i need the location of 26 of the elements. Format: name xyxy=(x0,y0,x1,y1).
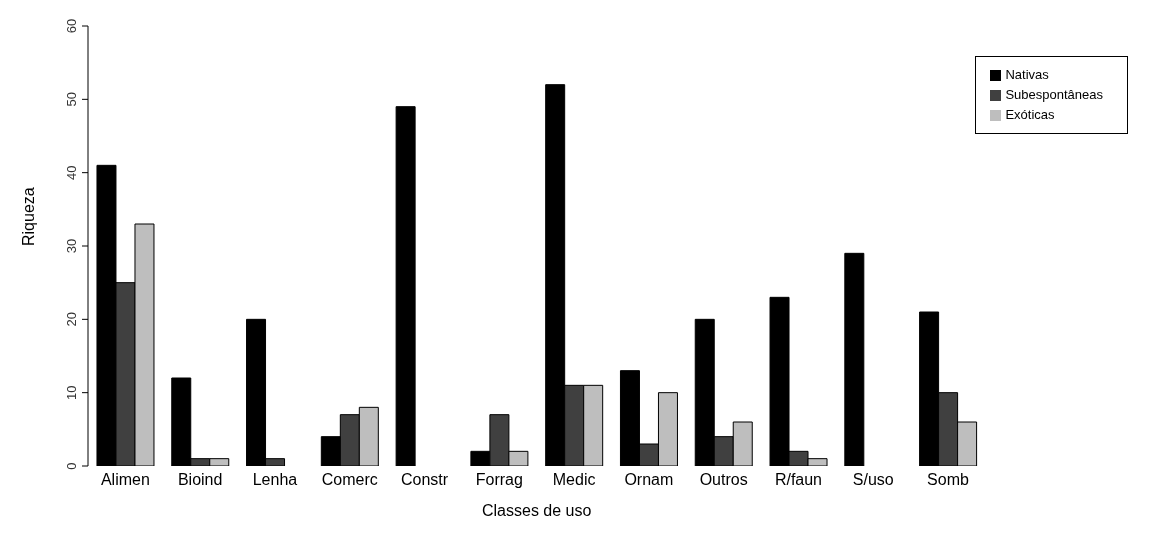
x-tick-label: Comerc xyxy=(321,471,378,489)
x-tick-label: Somb xyxy=(927,471,970,489)
x-tick-label: Alimen xyxy=(100,471,150,489)
x-tick-label: Lenha xyxy=(252,471,298,489)
y-tick-label: 0 xyxy=(64,462,79,470)
x-axis-title: Classes de uso xyxy=(482,502,592,519)
x-tick-label: R/faun xyxy=(774,471,823,489)
x-tick-label: Ornam xyxy=(624,471,674,489)
y-tick-label: 50 xyxy=(64,92,79,107)
y-tick-label: 30 xyxy=(64,238,79,254)
x-tick-label: Bioind xyxy=(177,471,223,489)
x-tick-label: Medic xyxy=(552,471,596,489)
y-tick-label: 60 xyxy=(64,18,79,34)
legend-label: Nativas xyxy=(1005,67,1049,82)
legend-label: Subespontâneas xyxy=(1005,87,1103,102)
x-tick-label: Forrag xyxy=(475,471,523,489)
y-tick-label: 40 xyxy=(64,165,79,180)
bar xyxy=(395,106,416,466)
legend-label: Exóticas xyxy=(1005,107,1055,122)
x-tick-label: Constr xyxy=(400,471,449,489)
y-tick-label: 20 xyxy=(64,312,79,327)
y-axis-title: Riqueza xyxy=(19,187,37,246)
y-tick-label: 10 xyxy=(64,385,79,400)
x-tick-label: Outros xyxy=(699,471,748,489)
x-tick-label: S/uso xyxy=(852,471,894,489)
bar xyxy=(844,252,865,466)
